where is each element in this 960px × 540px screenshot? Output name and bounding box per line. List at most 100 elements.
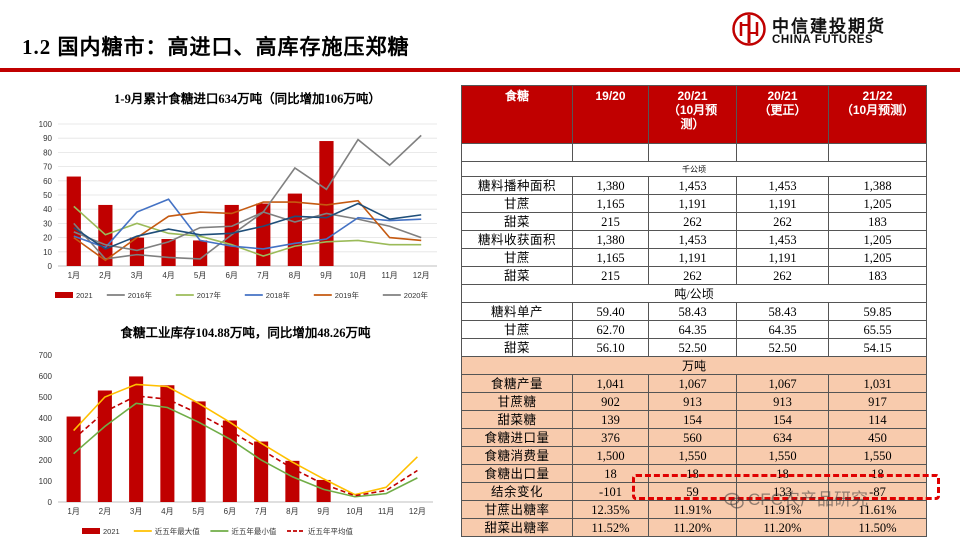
bar-2021 [97,390,112,502]
legend-label: 2017年 [197,290,222,300]
x-tick-label: 3月 [131,271,143,280]
bar-2021 [66,416,81,502]
table-row: 甜菜出糖率 11.52% 11.20% 11.20% 11.50% [461,518,927,537]
series-line-2016年 [73,211,422,260]
x-tick-label: 4月 [161,507,173,516]
legend-label: 近五年最大值 [155,526,200,536]
series-line-2020年 [73,134,422,252]
table-cell: 11.20% [648,518,737,537]
table-cell: 11.91% [648,500,737,519]
series-line-近五年平均值 [73,395,418,497]
table-cell: 1,550 [648,446,737,465]
table-cell: 58.43 [736,302,829,321]
y-tick-label: 20 [43,234,52,243]
row-label: 食糖产量 [461,374,573,393]
table-cell: -101 [572,482,649,501]
y-tick-label: 30 [43,219,52,228]
x-tick-label: 9月 [317,507,329,516]
table-cell: 450 [828,428,927,447]
bar-2021 [191,401,206,502]
table-cell: 1,191 [736,248,829,267]
table-cell: 215 [572,266,649,285]
x-tick-label: 9月 [320,271,332,280]
chart-title: 1-9月累计食糖进口634万吨（同比增加106万吨） [114,91,381,106]
bar-2021 [161,239,176,266]
row-label [461,143,573,162]
sugar-inventory-chart: 食糖工业库存104.88万吨，同比增加48.26万吨 0 100 200 300 400 5… [39,325,433,536]
y-tick-label: 300 [39,435,53,444]
table-cell: 54.15 [828,338,927,357]
watermark: CFC农产品研究 [724,485,868,510]
table-cell: 1,067 [648,374,737,393]
y-tick-label: 100 [39,120,53,129]
table-cell: 183 [828,266,927,285]
table-cell: 11.50% [828,518,927,537]
bar-2021 [129,237,145,266]
x-tick-label: 2月 [99,507,111,516]
row-label: 甘蔗 [461,194,573,213]
legend-label: 2018年 [266,290,291,300]
series-line-2018年 [73,198,422,250]
x-tick-label: 10月 [350,271,367,280]
table-cell: 12.35% [572,500,649,519]
table-cell: 1,165 [572,248,649,267]
table-row: 甘蔗 1,165 1,191 1,191 1,205 [461,248,927,267]
table-cell: 1,205 [828,248,927,267]
legend-label: 2016年 [128,290,153,300]
row-label: 甜菜 [461,212,573,231]
table-cell: 59.85 [828,302,927,321]
table-cell: 1,380 [572,230,649,249]
row-label: 糖料播种面积 [461,176,573,195]
series-line-近五年最小值 [73,402,418,498]
table-cell: 183 [828,212,927,231]
table-cell: 52.50 [736,338,829,357]
legend-label: 2019年 [335,290,360,300]
x-tick-label: 6月 [224,507,236,516]
logo-english-name: CHINA FUTURES [772,34,874,46]
legend-label: 2021 [76,291,93,300]
highlight-dashed-box [632,474,940,500]
table-cell: 1,453 [648,176,737,195]
table-cell: 65.55 [828,320,927,339]
table-cell: 64.35 [648,320,737,339]
table-cell: 52.50 [648,338,737,357]
table-cell: 58.43 [648,302,737,321]
y-tick-label: 40 [43,205,52,214]
x-tick-label: 8月 [289,271,301,280]
row-label: 甜菜出糖率 [461,518,573,537]
y-tick-label: 80 [43,148,52,157]
y-tick-label: 70 [43,163,52,172]
table-cell: 1,165 [572,194,649,213]
series-line-5年均值 [73,202,422,250]
x-tick-label: 5月 [192,507,204,516]
row-label: 甘蔗出糖率 [461,500,573,519]
bar-2021 [319,141,334,266]
row-label: 甘蔗 [461,248,573,267]
table-cell: 1,453 [736,230,829,249]
table-row: 甜菜糖 139 154 154 114 [461,410,927,429]
slide-title: 1.2 国内糖市：高进口、高库存施压郑糖 [22,35,410,59]
table-row [461,143,927,162]
table-row: 甜菜 215 262 262 183 [461,212,927,231]
x-tick-label: 11月 [378,507,394,516]
table-cell: 18 [572,464,649,483]
table-cell: 1,453 [648,230,737,249]
table-cell [572,143,649,162]
table-cell: 634 [736,428,829,447]
table-cell: 1,550 [828,446,927,465]
table-header-cell: 19/20 [572,85,649,144]
table-cell: -87 [828,482,927,501]
series-line-近五年最大值 [73,383,418,496]
table-header-cell: 食糖 [461,85,573,144]
legend-swatch [82,528,100,534]
table-cell: 11.52% [572,518,649,537]
y-tick-label: 10 [43,248,52,257]
y-tick-label: 700 [39,351,53,360]
table-cell [648,143,737,162]
table-cell: 56.10 [572,338,649,357]
table-unit-row: 千公顷 [461,161,927,177]
table-row: 糖料单产 59.40 58.43 58.43 59.85 [461,302,927,321]
table-row: 结余变化 -101 59 133 -87 [461,482,927,501]
table-header-cell: 20/21 （更正） [736,85,829,144]
row-label: 食糖出口量 [461,464,573,483]
